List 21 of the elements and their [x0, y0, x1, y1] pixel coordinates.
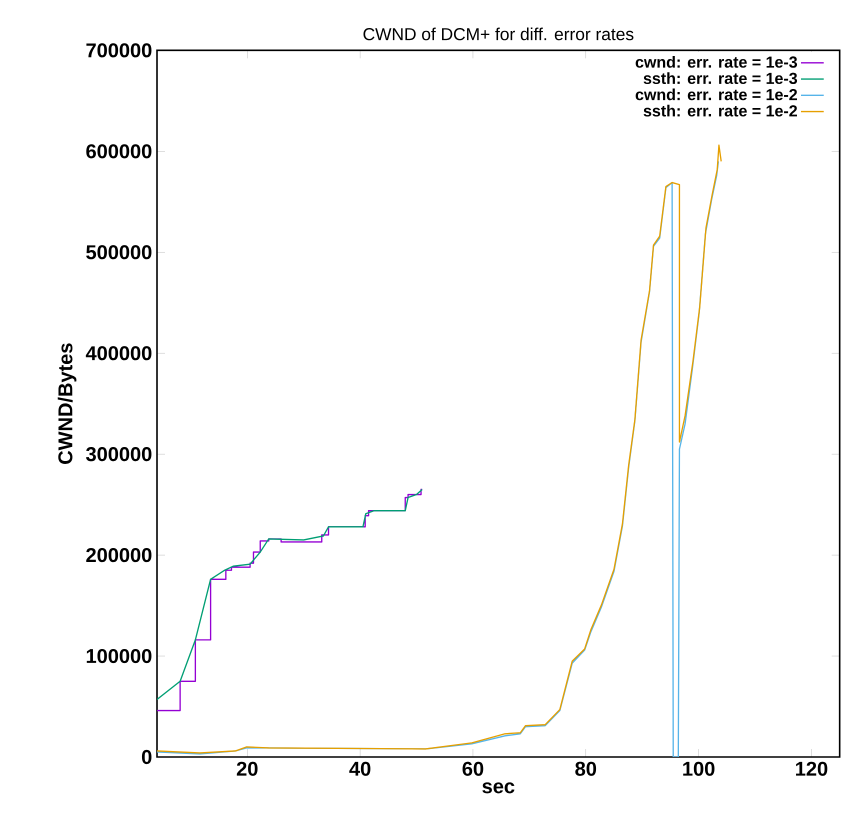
y-tick-label: 0: [142, 750, 152, 764]
x-tick-label: 20: [236, 762, 258, 776]
y-tick-label: 700000: [86, 43, 152, 58]
legend-label: cwnd: err. rate = 1e-2: [636, 88, 797, 100]
y-tick-label: 100000: [86, 648, 152, 664]
legend-label: ssth: err. rate = 1e-2: [644, 104, 797, 117]
y-tick-label: 200000: [86, 548, 152, 562]
x-tick-label: 120: [796, 762, 828, 776]
y-tick-label: 400000: [86, 346, 152, 360]
legend-label: cwnd: err. rate = 1e-3: [636, 56, 798, 68]
x-tick-label: 100: [683, 762, 714, 776]
y-tick-label: 600000: [86, 144, 152, 158]
y-axis-title: CWND/Bytes: [58, 343, 76, 464]
x-tick-label: 60: [462, 762, 484, 776]
x-tick-label: 40: [349, 762, 370, 776]
x-tick-label: 80: [575, 762, 596, 776]
y-tick-label: 500000: [86, 245, 152, 260]
y-tick-label: 300000: [86, 447, 152, 462]
legend-label: ssth: err. rate = 1e-3: [644, 72, 798, 84]
chart-title: CWND of DCM+ for diff. error rates: [363, 28, 634, 40]
x-axis-title: sec: [482, 782, 514, 794]
